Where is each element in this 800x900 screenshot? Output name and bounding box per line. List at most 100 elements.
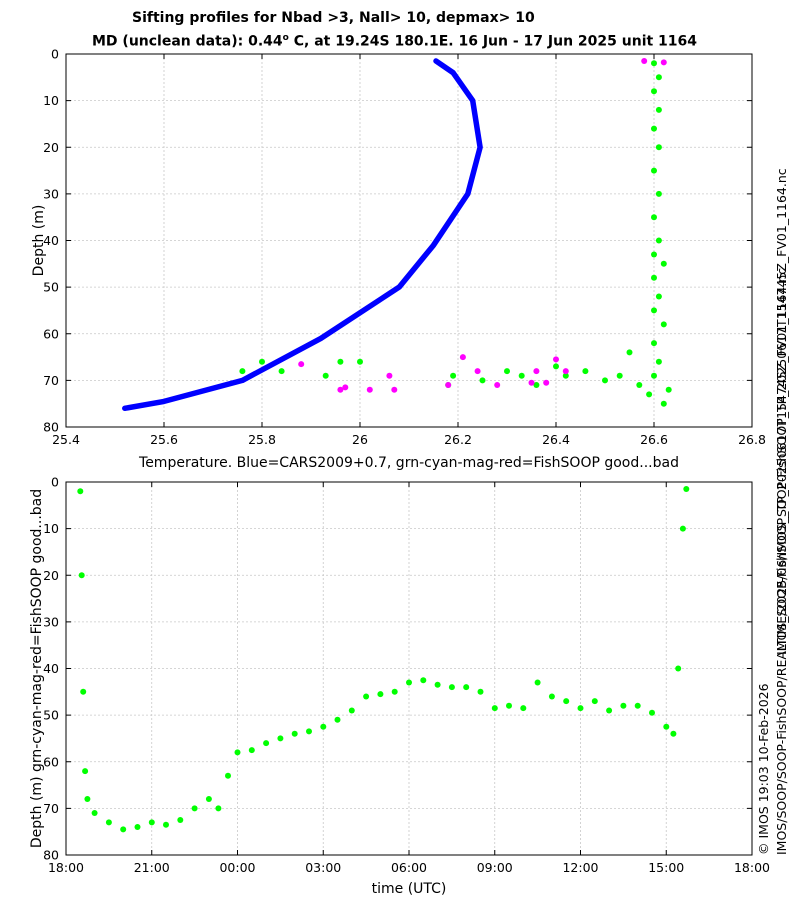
series-point-good — [649, 709, 655, 716]
y-tick-label: 70 — [43, 373, 59, 388]
series-point-good — [602, 377, 608, 384]
series-point-good — [348, 707, 355, 714]
series-point-good — [655, 358, 662, 365]
series-point-bad — [337, 386, 344, 393]
series-point-good — [655, 237, 662, 244]
x-tick-label: 00:00 — [219, 860, 255, 875]
series-point-good — [78, 572, 85, 579]
series-point-good — [391, 688, 398, 695]
x-tick-label: 18:00 — [48, 860, 84, 875]
series-point-good — [420, 677, 427, 684]
x-tick-label: 15:00 — [648, 860, 684, 875]
series-point-good — [663, 723, 670, 730]
series-point-good — [177, 817, 184, 823]
plot-frame — [65, 481, 753, 856]
series-point-good — [651, 251, 657, 258]
series-point-good — [334, 716, 341, 723]
series-point-bad — [342, 384, 349, 391]
series-point-good — [655, 74, 662, 81]
series-point-bad — [494, 382, 501, 388]
temperature-depth-plot: 25.4 25.6 25.8 26 26.2 26.4 26.6 26.8 0 10 20 30 40 5… — [31, 47, 766, 472]
y-tick-label: 20 — [43, 568, 59, 583]
series-point-good — [248, 747, 255, 754]
series-point-good — [660, 400, 667, 407]
series-point-good — [80, 688, 87, 695]
x-tick-label: 09:00 — [477, 860, 513, 875]
y-axis-label: Depth (m) grn-cyan-mag-red=FishSOOP good… — [29, 489, 45, 848]
series-point-good — [91, 810, 98, 816]
series-point-good — [448, 684, 455, 691]
series-point-good — [134, 824, 141, 830]
y-tick-label: 20 — [43, 140, 59, 155]
series-point-good — [582, 368, 589, 375]
series-point-good — [234, 749, 241, 756]
series-point-good — [591, 698, 598, 705]
series-point-good — [84, 796, 91, 802]
series-point-good — [651, 60, 657, 67]
series-point-good — [660, 321, 667, 328]
series-point-good — [205, 796, 212, 802]
series-point-good — [646, 391, 653, 398]
x-tick-label: 12:00 — [562, 860, 598, 875]
series-point-good — [651, 88, 657, 95]
series-point-bad — [391, 386, 398, 393]
timestamp-label: © IMOS 19:03 10-Feb-2026 — [756, 683, 771, 855]
series-point-good — [434, 681, 441, 688]
series-point-good — [665, 386, 672, 393]
series-point-good — [278, 368, 285, 375]
series-point-good — [606, 707, 613, 714]
series-point-good — [504, 368, 510, 375]
y-tick-label: 10 — [43, 93, 59, 108]
series-point-bad — [543, 379, 550, 386]
series-point-good — [77, 488, 84, 495]
series-point-bad — [641, 58, 648, 64]
series-point-bad — [553, 356, 559, 363]
series-point-bad — [533, 368, 540, 375]
series-point-good — [148, 819, 155, 826]
y-tick-label: 80 — [43, 420, 59, 435]
y-axis-label: Depth (m) — [31, 205, 47, 277]
series-point-good — [651, 167, 657, 174]
x-tick-label: 25.4 — [52, 432, 80, 447]
series-point-bad — [474, 368, 481, 375]
y-tick-label: 60 — [43, 754, 59, 769]
x-tick-label: 26.8 — [738, 432, 766, 447]
series-point-good — [105, 819, 112, 826]
y-tick-label: 60 — [43, 326, 59, 341]
series-point-good — [553, 363, 559, 370]
series-point-good — [562, 372, 569, 379]
y-tick-label: 80 — [43, 848, 59, 863]
y-tick-label: 40 — [43, 661, 59, 676]
series-point-good — [675, 665, 682, 672]
series-point-good — [651, 340, 657, 347]
y-tick-label: 30 — [43, 186, 59, 201]
series-point-good — [634, 702, 641, 709]
series-point-good — [306, 728, 312, 735]
series-point-good — [636, 382, 643, 388]
series-point-good — [322, 372, 329, 379]
y-tick-label: 0 — [51, 475, 59, 490]
x-axis-label: time (UTC) — [372, 881, 447, 897]
series-point-good — [626, 349, 633, 356]
series-point-good — [651, 307, 657, 314]
y-tick-label: 10 — [43, 521, 59, 536]
series-point-good — [239, 368, 246, 375]
series-point-good — [479, 377, 486, 384]
series-point-good — [320, 723, 327, 730]
series-point-good — [463, 684, 470, 691]
series-point-good — [520, 705, 527, 712]
series-point-good — [683, 486, 690, 492]
series-point-good — [263, 740, 270, 747]
series-point-bad — [459, 354, 466, 361]
series-point-good — [655, 190, 662, 197]
series-point-bad — [298, 361, 305, 368]
series-point-bad — [528, 379, 535, 386]
series-point-bad — [445, 382, 452, 388]
series-point-good — [534, 679, 541, 686]
y-tick-label: 30 — [43, 614, 59, 629]
series-point-good — [655, 293, 662, 300]
series-point-bad — [366, 386, 373, 393]
series-point-good — [357, 358, 363, 365]
x-tick-label: 03:00 — [305, 860, 341, 875]
series-point-good — [377, 691, 384, 698]
